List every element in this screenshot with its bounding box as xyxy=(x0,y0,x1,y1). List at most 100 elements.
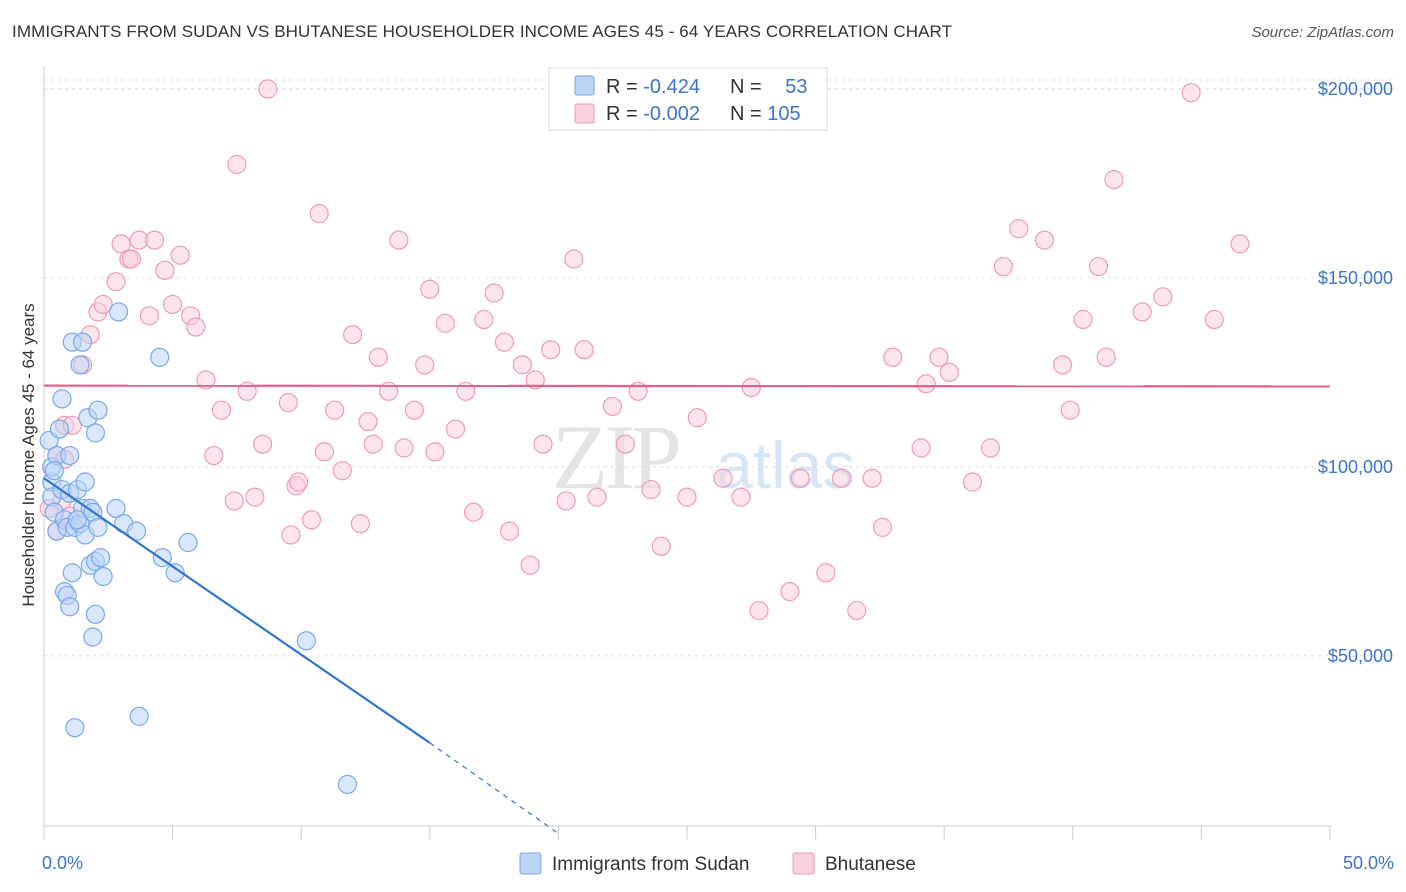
bhutanese-point xyxy=(435,313,455,333)
sudan-point xyxy=(49,419,70,439)
sudan-point xyxy=(126,521,147,541)
bhutanese-point xyxy=(415,355,435,375)
sudan-point xyxy=(60,445,80,466)
sudan-point xyxy=(106,498,126,519)
bhutanese-point xyxy=(343,325,363,345)
sudan-point xyxy=(85,604,106,624)
bhutanese-point xyxy=(1034,230,1055,250)
bhutanese-point xyxy=(314,442,334,462)
bhutanese-point xyxy=(170,245,190,265)
bhutanese-point xyxy=(862,468,882,488)
bhutanese-point xyxy=(1060,400,1080,420)
bhutanese-point xyxy=(1181,83,1201,103)
bhutanese-point xyxy=(309,204,329,224)
correlation-legend: R = -0.424 N = 53 R = -0.002 N = 105 xyxy=(548,67,828,131)
watermark: ZIP atlas xyxy=(552,406,855,508)
bhutanese-point xyxy=(289,472,309,492)
bhutanese-point xyxy=(564,249,584,269)
bhutanese-point xyxy=(484,283,504,303)
bhutanese-point xyxy=(615,434,635,454)
bhutanese-point xyxy=(1096,347,1116,367)
y-tick-label: $150,000 xyxy=(1318,268,1393,288)
legend-row-sudan: R = -0.424 xyxy=(606,76,700,98)
bhutanese-point xyxy=(574,340,594,360)
sudan-point xyxy=(72,332,93,352)
bhutanese-point xyxy=(1230,234,1250,254)
bhutanese-point xyxy=(144,230,165,250)
sudan-point xyxy=(62,563,82,583)
bhutanese-point xyxy=(420,279,440,299)
bhutanese-point xyxy=(916,374,936,394)
bhutanese-point xyxy=(962,472,983,492)
bhutanese-point xyxy=(520,555,540,575)
bhutanese-point xyxy=(227,154,247,175)
bhutanese-point xyxy=(713,468,733,488)
gridlines xyxy=(44,79,1396,657)
bhutanese-point xyxy=(741,377,761,398)
bhutanese-point xyxy=(350,513,370,534)
bhutanese-point xyxy=(394,438,414,458)
legend-r-value: -0.002 xyxy=(643,103,700,125)
bhutanese-point xyxy=(525,370,545,390)
bhutanese-point xyxy=(512,355,532,375)
y-tick-labels: $50,000 $100,000 $150,000 $200,000 xyxy=(1318,79,1393,666)
sudan-point xyxy=(93,566,113,587)
sudan-point xyxy=(60,597,80,617)
bhutanese-point xyxy=(556,491,576,511)
bhutanese-point xyxy=(389,230,409,250)
watermark-zip: ZIP xyxy=(552,406,679,508)
bhutanese-point xyxy=(278,393,298,413)
bhutanese-points xyxy=(39,79,1250,621)
legend-swatch-sudan xyxy=(574,75,595,96)
legend-n-sudan: N = 53 xyxy=(730,76,808,98)
legend-n-label: N = xyxy=(730,103,767,125)
legend-n-label: N = xyxy=(730,76,767,98)
bhutanese-point xyxy=(847,600,867,621)
bhutanese-point xyxy=(1204,309,1224,330)
bhutanese-point xyxy=(816,563,836,583)
sudan-trend-extension xyxy=(429,742,559,835)
sudan-point xyxy=(129,706,149,726)
bhutanese-point xyxy=(641,479,661,500)
bhutanese-point xyxy=(602,396,623,417)
bhutanese-point xyxy=(499,521,520,541)
bhutanese-point xyxy=(368,347,388,367)
series-legend: Immigrants from Sudan Bhutanese xyxy=(519,852,916,875)
legend-r-value: -0.424 xyxy=(643,76,700,98)
sudan-point xyxy=(296,631,316,651)
y-axis-title: Householder Income Ages 45 - 64 years xyxy=(19,303,38,606)
legend-n-bhutanese: N = 105 xyxy=(730,103,801,125)
bhutanese-point xyxy=(474,309,494,330)
sudan-point xyxy=(83,627,103,647)
legend-box xyxy=(548,67,828,131)
bhutanese-point xyxy=(533,434,553,454)
sudan-point xyxy=(52,389,72,409)
bhutanese-point xyxy=(253,434,273,454)
sudan-point xyxy=(75,472,95,492)
x-tick-label-min: 0.0% xyxy=(42,853,83,873)
bhutanese-point xyxy=(106,272,126,292)
bhutanese-point xyxy=(1153,287,1173,307)
sudan-point xyxy=(150,347,170,367)
sudan-point xyxy=(90,548,111,568)
y-tick-label: $50,000 xyxy=(1328,646,1393,666)
x-tick-label-max: 50.0% xyxy=(1343,853,1394,873)
sudan-point xyxy=(108,302,129,322)
bhutanese-point xyxy=(1009,219,1029,239)
sudan-point xyxy=(44,461,64,481)
sudan-point xyxy=(67,510,88,530)
source-label: Source: ZipAtlas.com xyxy=(1251,24,1394,41)
bhutanese-point xyxy=(587,487,607,507)
legend-n-value: 105 xyxy=(767,103,800,125)
bhutanese-point xyxy=(404,400,424,420)
bhutanese-point xyxy=(1073,309,1093,330)
sudan-point xyxy=(88,400,108,420)
bottom-legend-label-sudan: Immigrants from Sudan xyxy=(552,854,749,875)
bhutanese-point xyxy=(301,510,322,530)
sudan-points xyxy=(39,302,358,795)
bhutanese-point xyxy=(425,442,445,462)
bhutanese-point xyxy=(111,234,131,254)
bhutanese-point xyxy=(541,340,561,360)
bhutanese-point xyxy=(155,260,175,280)
bhutanese-point xyxy=(358,411,378,432)
